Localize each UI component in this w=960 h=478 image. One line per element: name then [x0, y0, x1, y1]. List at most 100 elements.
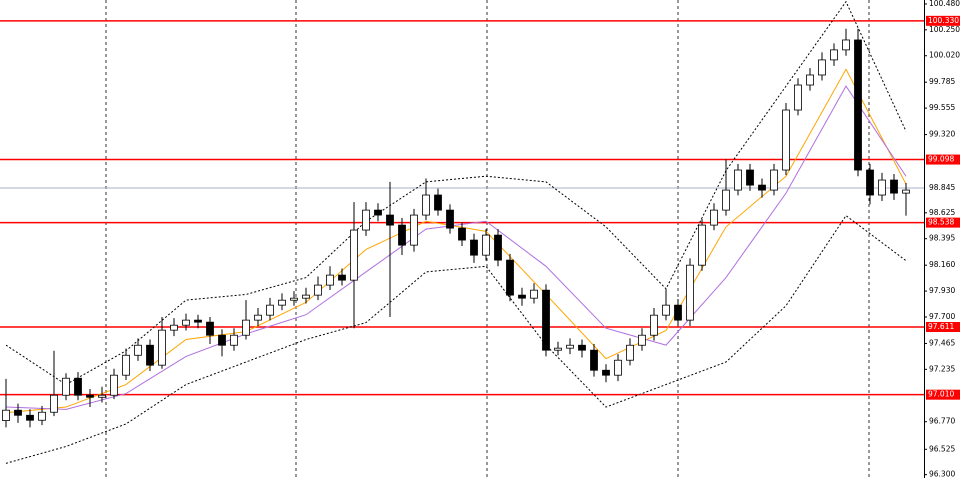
candle-body [62, 377, 70, 396]
candle-body [302, 294, 310, 299]
y-tick-label: 97.235 [929, 364, 955, 373]
candle-body [470, 239, 478, 256]
candle-body [278, 299, 286, 306]
candle-body [650, 314, 658, 336]
candle-body [446, 209, 454, 229]
level-label: 100.330 [928, 16, 959, 25]
candle-body [158, 329, 166, 366]
candle-body [14, 409, 22, 416]
level-label-bg [926, 321, 960, 332]
y-tick-label: 98.160 [929, 260, 955, 269]
candle-body [242, 319, 250, 336]
candle-body [386, 214, 394, 226]
y-tick-label: 96.525 [929, 444, 955, 453]
candle-body [26, 414, 34, 421]
candle-body [182, 319, 190, 326]
y-tick-label: 96.300 [929, 470, 955, 478]
candle-body [206, 321, 214, 336]
candle-body [338, 274, 346, 281]
candle-body [326, 274, 334, 286]
level-label-bg [926, 15, 960, 26]
candle-body [290, 297, 298, 301]
candle-body [230, 334, 238, 346]
candle-body [794, 84, 802, 111]
candle-body [782, 109, 790, 171]
candle-body [722, 189, 730, 211]
candle-body [554, 347, 562, 351]
candle-body [218, 334, 226, 346]
candle-body [626, 344, 634, 361]
candle-body [398, 224, 406, 246]
candle-body [134, 344, 142, 356]
candle-body [506, 259, 514, 296]
candle-body [638, 334, 646, 346]
y-tick-label: 99.785 [929, 77, 955, 86]
indicator-line [5, 0, 907, 386]
candle-body [662, 304, 670, 316]
candle-body [890, 179, 898, 194]
candle-body [710, 209, 718, 226]
candle-body [578, 344, 586, 351]
candle-body [170, 324, 178, 331]
candle-body [734, 169, 742, 191]
level-label-bg [926, 217, 960, 228]
indicator-line [5, 85, 907, 410]
level-label: 99.098 [928, 155, 954, 164]
level-label: 97.010 [928, 390, 954, 399]
candle-body [314, 284, 322, 296]
candle-body [530, 289, 538, 299]
candle-body [590, 349, 598, 371]
y-tick-label: 100.020 [929, 51, 960, 60]
candle-body [542, 289, 550, 351]
y-tick-label: 97.700 [929, 312, 955, 321]
level-label-bg [926, 154, 960, 165]
level-label: 98.538 [928, 218, 954, 227]
candle-body [254, 314, 262, 321]
candle-body [674, 304, 682, 321]
candle-body [2, 409, 10, 421]
candle-body [350, 229, 358, 281]
candle-body [566, 344, 574, 349]
candle-body [830, 49, 838, 61]
indicator-line [5, 68, 907, 414]
candle-body [362, 209, 370, 231]
candle-body [494, 234, 502, 261]
candle-body [458, 227, 466, 241]
candle-body [698, 224, 706, 266]
y-tick-label: 98.395 [929, 234, 955, 243]
candle-body [86, 394, 94, 398]
candle-body [770, 169, 778, 191]
candle-body [410, 214, 418, 246]
candle-body [806, 74, 814, 86]
candle-body [98, 394, 106, 398]
candle-body [110, 374, 118, 396]
candle-body [842, 39, 850, 51]
y-tick-label: 100.480 [929, 0, 960, 8]
y-tick-label: 99.555 [929, 103, 955, 112]
candle-body [194, 319, 202, 323]
candle-body [38, 411, 46, 421]
level-label-bg [926, 389, 960, 400]
candle-body [878, 179, 886, 196]
y-tick-label: 96.770 [929, 417, 955, 426]
candle-body [146, 344, 154, 366]
y-tick-label: 97.930 [929, 286, 955, 295]
candle-body [686, 264, 694, 321]
candle-body [614, 359, 622, 376]
y-tick-label: 97.465 [929, 338, 955, 347]
candle-body [266, 304, 274, 316]
candle-body [902, 189, 910, 194]
current-price-label: 98.845 [929, 183, 955, 192]
candle-body [422, 194, 430, 216]
candle-body [866, 169, 874, 196]
candle-body [602, 369, 610, 376]
current-price-label-bg [926, 183, 960, 194]
candle-body [746, 169, 754, 186]
indicator-line [5, 214, 907, 464]
candle-body [74, 377, 82, 396]
candle-body [482, 234, 490, 256]
y-tick-label: 100.250 [929, 25, 960, 34]
candle-body [518, 294, 526, 299]
y-tick-label: 98.625 [929, 208, 955, 217]
